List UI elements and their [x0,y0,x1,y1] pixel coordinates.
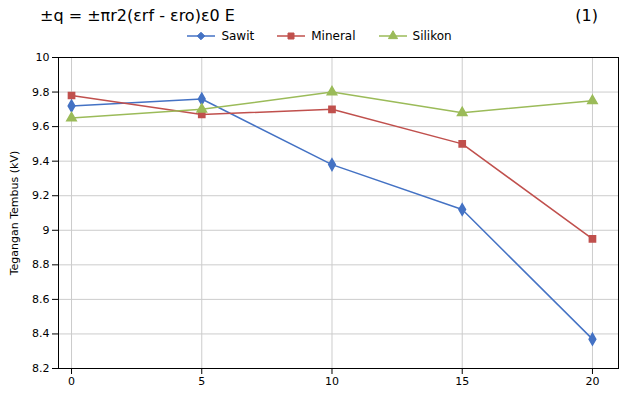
svg-text:9.6: 9.6 [32,120,50,133]
html-text:Silikon: Silikon [412,29,452,43]
svg-text:9.2: 9.2 [32,189,50,202]
svg-text:15: 15 [455,375,469,388]
svg-text:9.8: 9.8 [32,86,50,99]
svg-text:5: 5 [198,375,205,388]
html-text:Mineral: Mineral [311,29,356,43]
svg-text:8.4: 8.4 [32,327,50,340]
svg-text:10: 10 [325,375,339,388]
svg-text:9: 9 [43,224,50,237]
html-text:±q = ±πr2(εrf - εro)ε0 E: ±q = ±πr2(εrf - εro)ε0 E [40,6,235,25]
html-text:(1): (1) [575,6,598,25]
svg-text:10: 10 [36,51,50,64]
svg-text:0: 0 [68,375,75,388]
svg-text:8.2: 8.2 [32,362,50,375]
svg-text:8.6: 8.6 [32,293,50,306]
svg-text:9.4: 9.4 [32,155,50,168]
html-text:Sawit: Sawit [221,29,255,43]
svg-text:Tegangan Tembus (kV): Tegangan Tembus (kV) [8,151,21,277]
svg-text:20: 20 [585,375,599,388]
svg-text:8.8: 8.8 [32,258,50,271]
